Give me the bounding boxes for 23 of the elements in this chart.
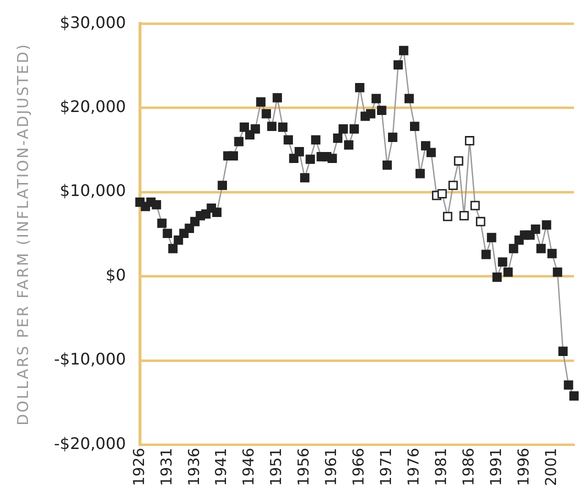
- y-axis-title: DOLLARS PER FARM (INFLATION-ADJUSTED): [14, 42, 32, 426]
- x-tick-label: 1946: [240, 448, 258, 486]
- y-tick-label: $20,000: [60, 97, 126, 116]
- y-tick-label: $0: [106, 265, 126, 284]
- x-tick-label: 1936: [184, 448, 203, 486]
- x-tick-label: 1966: [350, 448, 368, 486]
- y-tick-label: $10,000: [60, 181, 126, 200]
- x-tick-label: 1996: [514, 448, 532, 486]
- y-tick-label: $30,000: [60, 12, 126, 32]
- x-tick-label: 1991: [486, 448, 505, 486]
- x-tick-label: 1951: [267, 448, 286, 486]
- x-tick-label: 1941: [212, 448, 230, 486]
- x-tick-label: 1956: [294, 448, 313, 486]
- x-tick-label: 1926: [130, 448, 148, 486]
- x-tick-label: 2001: [542, 448, 560, 486]
- y-tick-label: -$10,000: [54, 350, 126, 369]
- x-tick-label: 1931: [157, 448, 176, 486]
- x-tick-label: 1976: [404, 448, 423, 486]
- x-tick-label: 1971: [377, 448, 396, 486]
- x-tick-label: 1981: [432, 448, 450, 486]
- x-tick-label: 1986: [459, 448, 478, 486]
- x-tick-label: 1961: [322, 448, 340, 486]
- y-tick-label: -$20,000: [54, 434, 126, 453]
